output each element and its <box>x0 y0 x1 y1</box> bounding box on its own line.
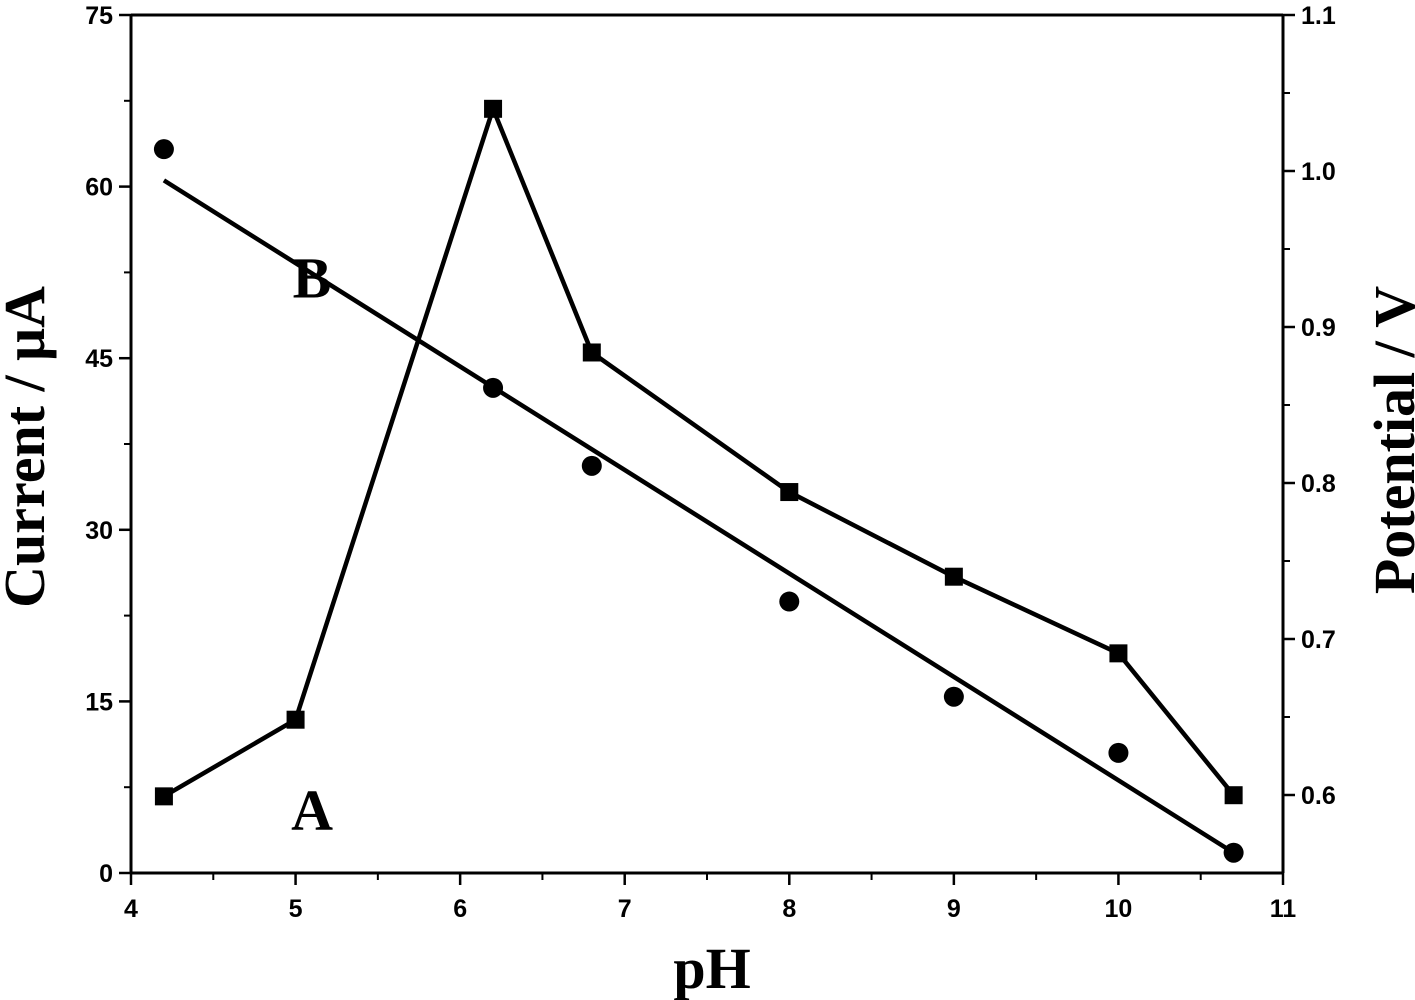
point-B <box>779 591 800 612</box>
x-tick-label: 6 <box>453 895 467 923</box>
x-tick-label: 4 <box>124 895 138 923</box>
y-tick-label-right: 0.9 <box>1301 314 1336 342</box>
label-layer: pH Current / μA Potential / V A B <box>0 246 1415 1000</box>
y-tick-label-right: 0.8 <box>1301 470 1336 498</box>
x-tick-label: 11 <box>1270 895 1297 923</box>
y-tick-label-left: 15 <box>85 688 113 716</box>
y-tick-label-right: 0.6 <box>1301 782 1336 810</box>
y-tick-label-left: 45 <box>85 345 113 373</box>
marker-layer <box>153 99 1244 863</box>
y-tick-label-left: 75 <box>85 2 113 30</box>
point-A <box>582 343 601 362</box>
curve-label-B: B <box>293 246 332 311</box>
point-A <box>286 710 305 729</box>
x-axis-title: pH <box>673 936 750 1000</box>
x-tick-label: 8 <box>782 895 796 923</box>
point-A <box>1224 786 1243 805</box>
point-B <box>943 686 964 707</box>
curve-label-A: A <box>291 778 333 843</box>
point-B <box>483 377 504 398</box>
y-tick-label-left: 0 <box>99 860 113 888</box>
point-B <box>581 455 602 476</box>
y-tick-label-left: 60 <box>85 174 113 202</box>
x-tick-label: 7 <box>618 895 632 923</box>
fit-line-layer <box>162 178 1235 855</box>
y-axis-title-left: Current / μA <box>0 286 57 608</box>
point-A <box>154 787 173 806</box>
y-tick-label-right: 1.1 <box>1301 2 1336 30</box>
point-B <box>153 139 174 160</box>
y-tick-label-right: 1.0 <box>1301 158 1336 186</box>
point-B <box>1108 742 1129 763</box>
y-tick-label-right: 0.7 <box>1301 626 1336 654</box>
y-axis-title-right: Potential / V <box>1362 286 1415 594</box>
series-line-layer <box>162 106 1236 799</box>
fit-line-B <box>162 178 1235 855</box>
x-tick-label: 9 <box>947 895 961 923</box>
y-tick-label-left: 30 <box>85 517 113 545</box>
series-line-A <box>162 106 1236 799</box>
x-tick-label: 5 <box>289 895 303 923</box>
x-tick-label: 10 <box>1105 895 1133 923</box>
point-A <box>1109 644 1128 663</box>
point-B <box>1223 842 1244 863</box>
point-A <box>780 483 799 502</box>
point-A <box>944 567 963 586</box>
point-A <box>484 99 503 118</box>
axes-layer <box>129 13 1285 875</box>
